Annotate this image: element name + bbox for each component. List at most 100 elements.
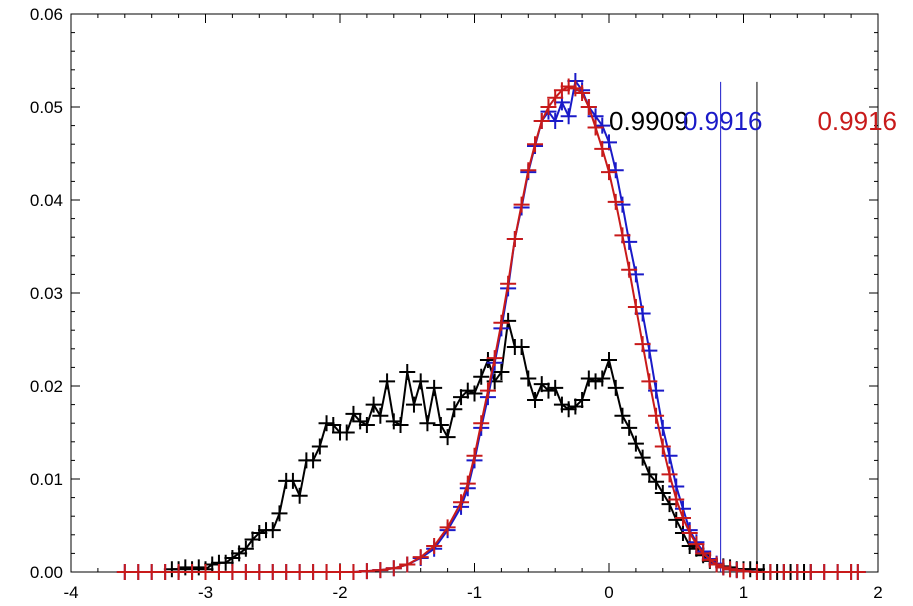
data-point-marker [237, 564, 254, 580]
data-point-marker [473, 415, 490, 432]
data-point-marker [385, 560, 402, 577]
data-point-marker [681, 524, 698, 541]
data-point-marker [594, 117, 611, 134]
data-point-marker [446, 401, 463, 418]
data-point-marker [237, 540, 254, 557]
data-point-marker [829, 564, 846, 580]
data-point-marker [533, 376, 550, 393]
data-point-marker [594, 140, 611, 157]
data-point-marker [379, 373, 396, 390]
data-point-marker [735, 563, 752, 580]
data-point-marker [607, 379, 624, 396]
data-point-marker [459, 475, 476, 492]
data-point-marker [654, 484, 671, 501]
data-point-marker [412, 549, 429, 566]
data-point-marker [466, 385, 483, 402]
data-point-marker [291, 487, 308, 504]
data-point-marker [601, 134, 617, 151]
series-2 [116, 72, 866, 580]
data-point-marker [715, 559, 732, 576]
data-point-marker [473, 368, 490, 385]
data-point-marker [614, 407, 631, 424]
data-point-marker [204, 556, 221, 573]
data-point-marker [601, 351, 617, 368]
data-point-marker [399, 556, 416, 573]
data-point-marker [305, 564, 322, 580]
data-point-marker [574, 391, 591, 408]
data-point-marker [580, 370, 597, 387]
data-point-marker [224, 564, 241, 580]
data-point-marker [405, 396, 422, 413]
data-point-marker [580, 99, 597, 115]
data-point-marker [479, 351, 496, 368]
data-point-marker [332, 564, 348, 580]
data-point-marker [513, 338, 530, 355]
data-point-marker [493, 364, 510, 381]
data-point-marker [654, 438, 671, 455]
data-point-marker [338, 424, 355, 441]
data-point-marker [648, 407, 665, 424]
data-point-marker [748, 564, 765, 580]
data-point-marker [493, 314, 510, 331]
data-point-marker [325, 417, 342, 434]
data-point-marker [453, 494, 470, 511]
data-point-marker [553, 82, 570, 99]
data-point-marker [607, 193, 624, 210]
data-point-marker [466, 447, 483, 464]
data-point-marker [459, 382, 476, 399]
data-point-marker [560, 78, 577, 95]
series-line [124, 85, 858, 573]
data-point-marker [621, 419, 638, 436]
data-point-marker [574, 85, 591, 102]
x-tick-label: -3 [198, 583, 213, 602]
data-point-marker [278, 564, 295, 580]
data-point-marker [567, 398, 584, 415]
data-point-marker [634, 336, 651, 353]
data-point-marker [708, 556, 725, 573]
data-point-marker [244, 531, 261, 548]
data-point-marker [305, 452, 322, 469]
data-point-marker [560, 108, 577, 125]
data-point-marker [654, 419, 671, 436]
data-point-marker [762, 564, 779, 580]
data-point-marker [513, 196, 530, 213]
annotation-label: 0.9916 [683, 106, 763, 136]
data-point-marker [419, 415, 436, 432]
data-point-marker [594, 370, 611, 387]
data-point-marker [116, 564, 133, 580]
data-point-marker [661, 466, 678, 483]
data-point-marker [506, 231, 523, 248]
data-point-marker [695, 545, 712, 562]
y-tick-label: 0.05 [30, 98, 63, 117]
axis-tick-labels: -4 -3 -2 -1 0 1 2 0.00 0.01 0.02 0.03 0.04 0.05 0.06 [30, 5, 883, 602]
data-point-marker [527, 136, 544, 153]
x-tick-label: -1 [467, 583, 482, 602]
y-tick-label: 0.01 [30, 470, 63, 489]
y-tick-label: 0.00 [30, 563, 63, 582]
series-line [124, 80, 858, 573]
data-point-marker [668, 491, 685, 508]
data-point-marker [614, 227, 631, 244]
data-point-marker [849, 564, 866, 580]
data-point-marker [291, 564, 308, 580]
data-point-marker [426, 537, 443, 554]
y-tick-label: 0.04 [30, 191, 63, 210]
data-point-marker [453, 389, 470, 406]
data-point-marker [775, 564, 792, 580]
data-point-marker [311, 438, 328, 455]
annotation-label: 0.9916 [817, 106, 897, 136]
data-point-marker [372, 407, 389, 424]
data-point-marker [668, 511, 685, 528]
data-point-marker [527, 391, 544, 408]
data-point-marker [271, 505, 288, 522]
data-point-marker [399, 364, 416, 381]
data-point-marker [157, 564, 174, 580]
data-point-marker [802, 564, 819, 580]
data-point-marker [392, 417, 409, 434]
data-point-marker [432, 417, 449, 434]
data-point-marker [547, 112, 564, 129]
data-point-marker [520, 370, 537, 387]
data-point-marker [587, 373, 604, 390]
